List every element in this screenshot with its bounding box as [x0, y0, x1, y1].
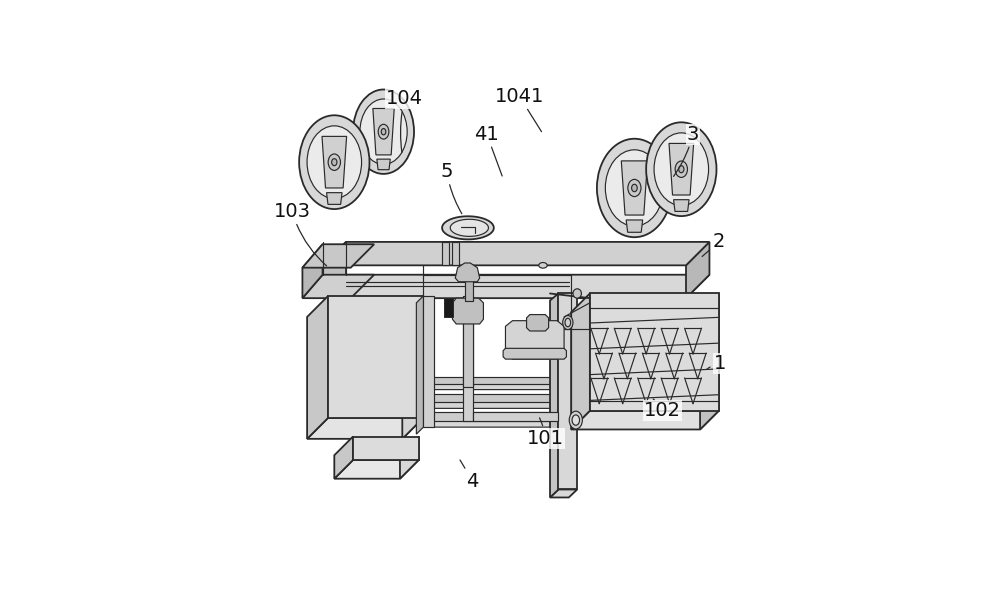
Polygon shape [442, 242, 449, 266]
Ellipse shape [605, 150, 663, 226]
Text: 3: 3 [674, 125, 699, 177]
Polygon shape [327, 192, 342, 205]
Polygon shape [463, 312, 473, 387]
Polygon shape [550, 294, 558, 498]
Text: 102: 102 [644, 399, 681, 420]
Polygon shape [590, 294, 719, 410]
Polygon shape [444, 298, 453, 317]
Polygon shape [353, 437, 419, 460]
Polygon shape [621, 161, 648, 215]
Ellipse shape [679, 166, 684, 173]
Ellipse shape [572, 415, 580, 425]
Polygon shape [334, 460, 419, 479]
Polygon shape [377, 159, 390, 170]
Polygon shape [323, 275, 709, 298]
Polygon shape [402, 296, 423, 439]
Polygon shape [452, 242, 459, 266]
Polygon shape [550, 490, 577, 498]
Polygon shape [302, 244, 374, 268]
Text: 103: 103 [274, 202, 327, 266]
Polygon shape [423, 403, 571, 409]
Ellipse shape [654, 133, 709, 206]
Polygon shape [423, 384, 571, 390]
Polygon shape [571, 410, 719, 429]
Ellipse shape [328, 154, 340, 171]
Polygon shape [430, 394, 571, 403]
Polygon shape [373, 108, 394, 155]
Text: 101: 101 [527, 418, 564, 448]
Polygon shape [302, 244, 323, 298]
Ellipse shape [628, 180, 641, 197]
Polygon shape [307, 296, 328, 439]
Polygon shape [423, 296, 434, 427]
Polygon shape [571, 294, 590, 429]
Polygon shape [626, 220, 643, 232]
Polygon shape [323, 242, 709, 266]
Polygon shape [442, 216, 494, 239]
Polygon shape [686, 242, 709, 298]
Text: 5: 5 [441, 162, 462, 214]
Text: 1: 1 [707, 354, 726, 373]
Polygon shape [322, 136, 347, 188]
Ellipse shape [563, 315, 573, 329]
Polygon shape [455, 263, 480, 282]
Ellipse shape [569, 411, 582, 429]
Ellipse shape [573, 289, 581, 298]
Text: 1041: 1041 [495, 87, 544, 132]
Polygon shape [423, 421, 571, 427]
Polygon shape [430, 377, 571, 384]
Polygon shape [452, 298, 483, 324]
Ellipse shape [299, 115, 369, 209]
Polygon shape [334, 437, 353, 479]
Text: 104: 104 [386, 90, 423, 152]
Polygon shape [503, 348, 566, 359]
Polygon shape [505, 321, 564, 359]
Polygon shape [700, 294, 719, 429]
Ellipse shape [332, 159, 337, 166]
Ellipse shape [646, 122, 716, 216]
Ellipse shape [632, 185, 637, 192]
Polygon shape [463, 296, 473, 421]
Ellipse shape [597, 139, 672, 237]
Polygon shape [400, 437, 419, 479]
Ellipse shape [307, 126, 362, 199]
Text: 41: 41 [474, 125, 502, 176]
Ellipse shape [360, 99, 407, 164]
Ellipse shape [675, 161, 687, 177]
Polygon shape [416, 296, 423, 434]
Ellipse shape [353, 90, 414, 174]
Polygon shape [527, 315, 549, 331]
Ellipse shape [378, 124, 389, 139]
Polygon shape [674, 200, 689, 211]
Polygon shape [430, 412, 571, 421]
Polygon shape [473, 412, 558, 421]
Polygon shape [307, 418, 423, 439]
Ellipse shape [565, 319, 571, 327]
Text: 2: 2 [702, 233, 725, 256]
Polygon shape [302, 275, 374, 298]
Ellipse shape [539, 262, 547, 268]
Polygon shape [323, 242, 346, 298]
Polygon shape [465, 280, 473, 300]
Polygon shape [558, 294, 577, 490]
Polygon shape [669, 143, 694, 195]
Polygon shape [328, 296, 423, 418]
Polygon shape [450, 219, 488, 236]
Ellipse shape [381, 128, 386, 135]
Text: 4: 4 [460, 460, 479, 490]
